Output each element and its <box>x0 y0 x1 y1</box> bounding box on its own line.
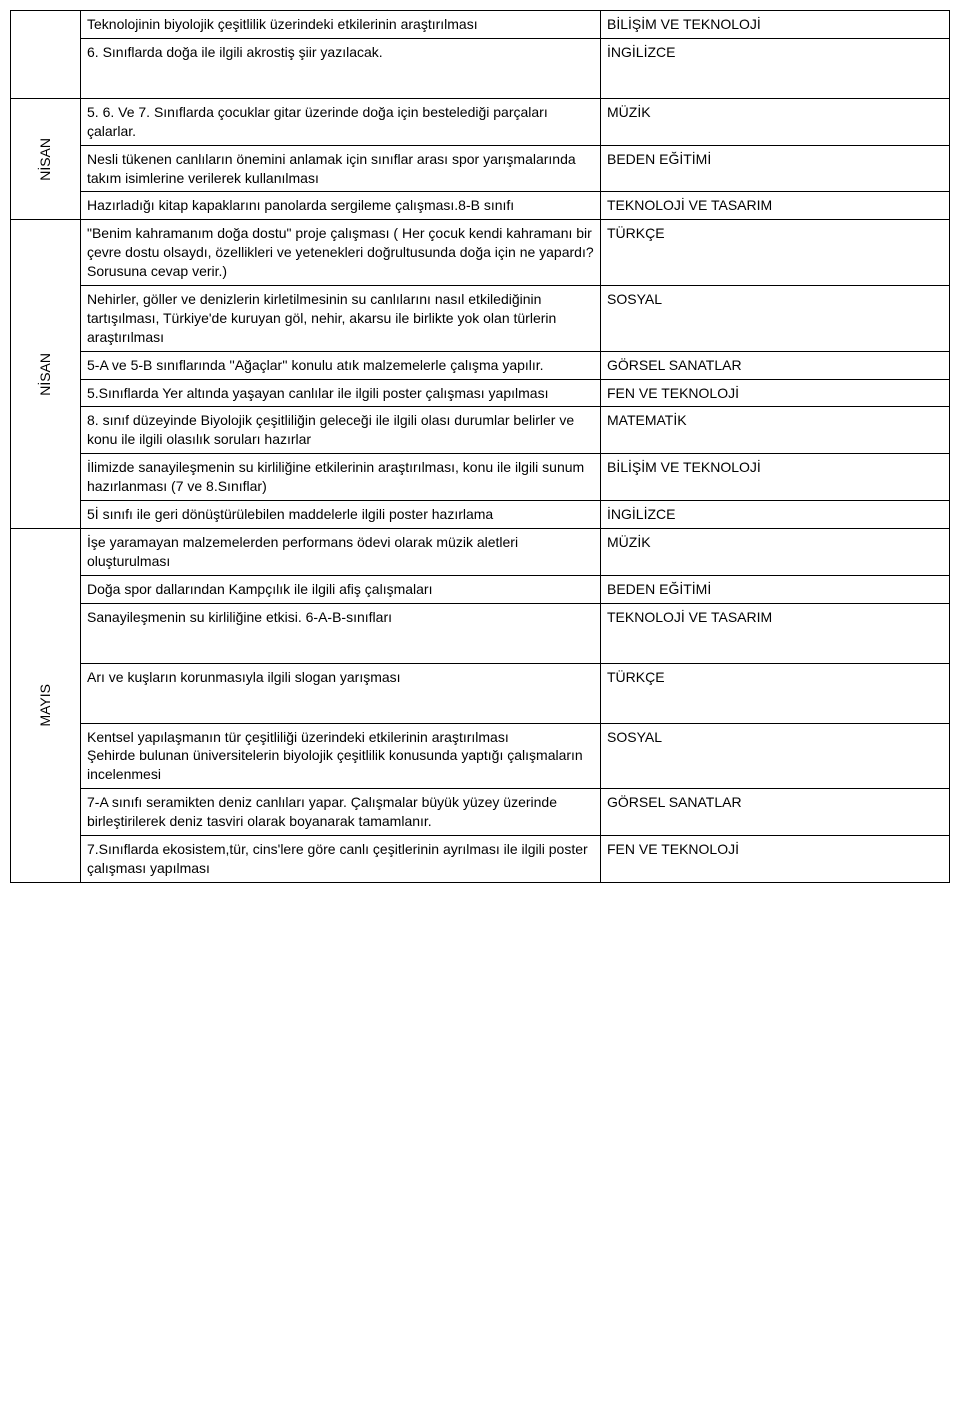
subject-cell: MÜZİK <box>601 98 950 145</box>
table-row: Hazırladığı kitap kapaklarını panolarda … <box>11 192 950 220</box>
month-label: MAYIS <box>36 684 55 727</box>
activity-cell: Nesli tükenen canlıların önemini anlamak… <box>81 145 601 192</box>
activity-cell: 8. sınıf düzeyinde Biyolojik çeşitliliği… <box>81 407 601 454</box>
activity-cell: 6. Sınıflarda doğa ile ilgili akrostiş ş… <box>81 38 601 98</box>
table-row: 7-A sınıfı seramikten deniz canlıları ya… <box>11 789 950 836</box>
subject-cell: BEDEN EĞİTİMİ <box>601 145 950 192</box>
activity-cell: 5.Sınıflarda Yer altında yaşayan canlıla… <box>81 379 601 407</box>
subject-cell: BİLİŞİM VE TEKNOLOJİ <box>601 11 950 39</box>
month-cell-mayis: MAYIS <box>11 528 81 882</box>
table-row: 8. sınıf düzeyinde Biyolojik çeşitliliği… <box>11 407 950 454</box>
subject-cell: FEN VE TEKNOLOJİ <box>601 836 950 883</box>
table-row: Nehirler, göller ve denizlerin kirletilm… <box>11 286 950 352</box>
activity-cell: "Benim kahramanım doğa dostu" proje çalı… <box>81 220 601 286</box>
table-row: Teknolojinin biyolojik çeşitlilik üzerin… <box>11 11 950 39</box>
subject-cell: TÜRKÇE <box>601 663 950 723</box>
subject-cell: FEN VE TEKNOLOJİ <box>601 379 950 407</box>
month-cell-nisan-1: NİSAN <box>11 98 81 219</box>
subject-cell: GÖRSEL SANATLAR <box>601 789 950 836</box>
month-cell-blank <box>11 11 81 99</box>
activity-cell: İşe yaramayan malzemelerden performans ö… <box>81 528 601 575</box>
table-row: NİSAN "Benim kahramanım doğa dostu" proj… <box>11 220 950 286</box>
subject-cell: TÜRKÇE <box>601 220 950 286</box>
activity-cell: 7-A sınıfı seramikten deniz canlıları ya… <box>81 789 601 836</box>
table-row: Arı ve kuşların korunmasıyla ilgili slog… <box>11 663 950 723</box>
activity-cell: 5. 6. Ve 7. Sınıflarda çocuklar gitar üz… <box>81 98 601 145</box>
subject-cell: İNGİLİZCE <box>601 38 950 98</box>
subject-cell: TEKNOLOJİ VE TASARIM <box>601 192 950 220</box>
table-row: MAYIS İşe yaramayan malzemelerden perfor… <box>11 528 950 575</box>
subject-cell: TEKNOLOJİ VE TASARIM <box>601 603 950 663</box>
activity-cell: Sanayileşmenin su kirliliğine etkisi. 6-… <box>81 603 601 663</box>
activity-cell: İlimizde sanayileşmenin su kirliliğine e… <box>81 454 601 501</box>
activity-cell: Teknolojinin biyolojik çeşitlilik üzerin… <box>81 11 601 39</box>
table-row: Kentsel yapılaşmanın tür çeşitliliği üze… <box>11 723 950 789</box>
month-label: NİSAN <box>36 138 55 181</box>
table-row: 5İ sınıfı ile geri dönüştürülebilen madd… <box>11 501 950 529</box>
subject-cell: BEDEN EĞİTİMİ <box>601 575 950 603</box>
activity-cell: Kentsel yapılaşmanın tür çeşitliliği üze… <box>81 723 601 789</box>
curriculum-table: Teknolojinin biyolojik çeşitlilik üzerin… <box>10 10 950 883</box>
subject-cell: SOSYAL <box>601 723 950 789</box>
activity-cell: 7.Sınıflarda ekosistem,tür, cins'lere gö… <box>81 836 601 883</box>
table-row: İlimizde sanayileşmenin su kirliliğine e… <box>11 454 950 501</box>
table-row: 5-A ve 5-B sınıflarında ''Ağaçlar'' konu… <box>11 351 950 379</box>
subject-cell: SOSYAL <box>601 286 950 352</box>
month-cell-nisan-2: NİSAN <box>11 220 81 529</box>
subject-cell: GÖRSEL SANATLAR <box>601 351 950 379</box>
activity-cell: 5İ sınıfı ile geri dönüştürülebilen madd… <box>81 501 601 529</box>
table-row: Nesli tükenen canlıların önemini anlamak… <box>11 145 950 192</box>
activity-cell: Arı ve kuşların korunmasıyla ilgili slog… <box>81 663 601 723</box>
table-row: Sanayileşmenin su kirliliğine etkisi. 6-… <box>11 603 950 663</box>
activity-cell: Hazırladığı kitap kapaklarını panolarda … <box>81 192 601 220</box>
subject-cell: BİLİŞİM VE TEKNOLOJİ <box>601 454 950 501</box>
month-label: NİSAN <box>36 353 55 396</box>
table-row: 7.Sınıflarda ekosistem,tür, cins'lere gö… <box>11 836 950 883</box>
activity-cell: Doğa spor dallarından Kampçılık ile ilgi… <box>81 575 601 603</box>
subject-cell: İNGİLİZCE <box>601 501 950 529</box>
table-row: 6. Sınıflarda doğa ile ilgili akrostiş ş… <box>11 38 950 98</box>
activity-cell: Nehirler, göller ve denizlerin kirletilm… <box>81 286 601 352</box>
subject-cell: MATEMATİK <box>601 407 950 454</box>
subject-cell: MÜZİK <box>601 528 950 575</box>
activity-cell: 5-A ve 5-B sınıflarında ''Ağaçlar'' konu… <box>81 351 601 379</box>
table-row: NİSAN 5. 6. Ve 7. Sınıflarda çocuklar gi… <box>11 98 950 145</box>
table-row: 5.Sınıflarda Yer altında yaşayan canlıla… <box>11 379 950 407</box>
table-row: Doğa spor dallarından Kampçılık ile ilgi… <box>11 575 950 603</box>
